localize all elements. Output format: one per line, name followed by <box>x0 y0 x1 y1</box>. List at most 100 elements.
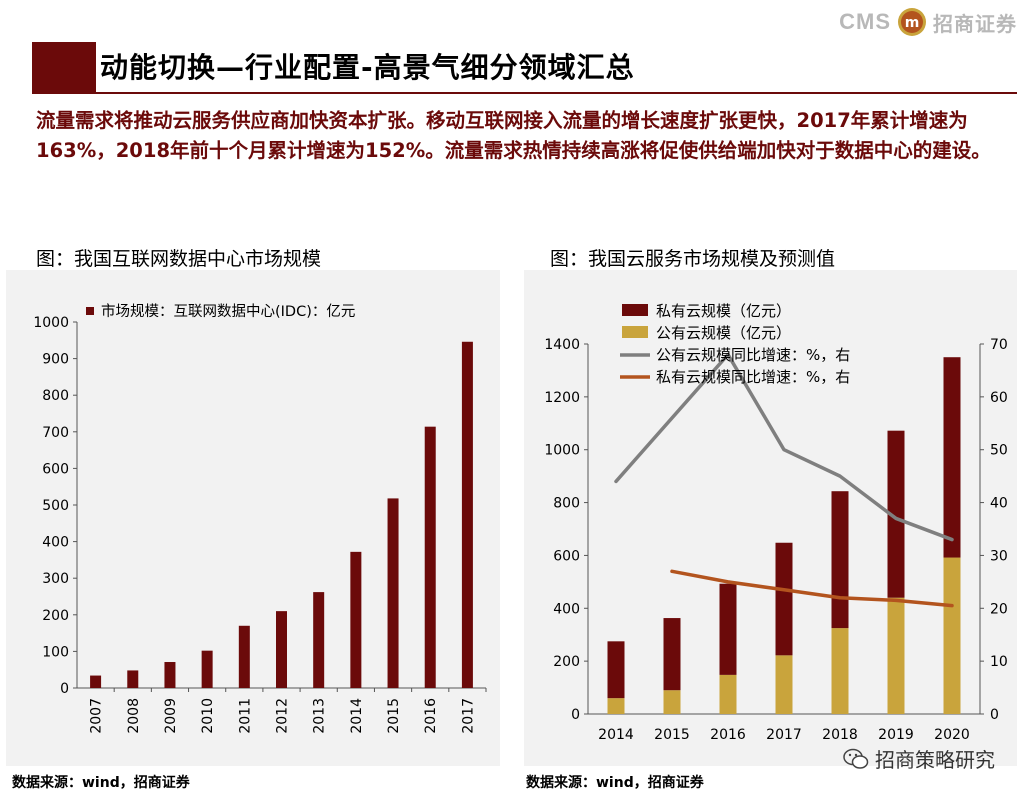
private-cloud-bar-2020 <box>943 357 961 558</box>
x-tick-label: 2017 <box>460 698 476 734</box>
idc-bar-2009 <box>164 662 176 688</box>
x-tick-label: 2015 <box>386 698 402 734</box>
left-chart-title: 图：我国互联网数据中心市场规模 <box>36 248 322 270</box>
public-cloud-bar-2017 <box>775 655 793 714</box>
idc-bar-2010 <box>201 650 213 688</box>
y-tick-label: 1200 <box>544 390 580 406</box>
private-cloud-bar-2018 <box>831 491 849 629</box>
idc-bar-2008 <box>127 670 139 688</box>
y-tick-label: 600 <box>553 548 580 564</box>
wechat-icon <box>843 748 869 769</box>
y-tick-label: 1000 <box>544 443 580 459</box>
x-tick-label: 2020 <box>934 727 970 743</box>
x-tick-label: 2008 <box>126 698 142 734</box>
public-cloud-bar-2019 <box>887 597 905 714</box>
y-tick-label: 800 <box>42 388 69 404</box>
x-tick-label: 2013 <box>312 698 328 734</box>
cloud-market-chart: 0 200 400 600 800 1000 1200 1400 0 10 20 30 40 50 60 70… <box>544 302 1008 743</box>
y2-tick-label: 60 <box>990 390 1008 406</box>
logo-mark-icon: m <box>898 8 926 36</box>
legend-label-private-line: 私有云规模同比增速：%，右 <box>656 368 850 386</box>
page-title: 动能切换—行业配置-高景气细分领域汇总 <box>100 51 635 84</box>
legend-label-private-bar: 私有云规模（亿元） <box>656 302 791 320</box>
legend-label-idc: 市场规模：互联网数据中心(IDC)：亿元 <box>101 303 355 320</box>
y-tick-label: 400 <box>42 535 69 551</box>
brand-logo: CMS m 招商证券 <box>839 4 1017 40</box>
public-growth-line <box>614 352 954 542</box>
y2-tick-label: 0 <box>990 707 999 723</box>
x-tick-label: 2016 <box>710 727 746 743</box>
legend-swatch-idc <box>86 307 94 315</box>
y2-tick-label: 50 <box>990 443 1008 459</box>
idc-bar-2014 <box>350 551 362 688</box>
private-growth-line <box>670 569 954 608</box>
y-tick-label: 0 <box>60 681 69 697</box>
legend-label-public-bar: 公有云规模（亿元） <box>656 324 791 342</box>
x-tick-label: 2009 <box>163 698 179 734</box>
logo-company-name: 招商证券 <box>933 11 1017 36</box>
y-tick-label: 700 <box>42 425 69 441</box>
y2-tick-label: 40 <box>990 496 1008 512</box>
title-divider <box>96 92 1017 94</box>
y-tick-label: 100 <box>42 644 69 660</box>
x-tick-label: 2016 <box>423 698 439 734</box>
y-tick-label: 300 <box>42 571 69 587</box>
private-cloud-bar-2014 <box>607 641 625 699</box>
logo-mark-letter: m <box>905 15 920 31</box>
y2-tick-label: 10 <box>990 654 1008 670</box>
public-cloud-bar-2020 <box>943 557 961 714</box>
public-cloud-bar-2014 <box>607 698 625 714</box>
intro-paragraph: 流量需求将推动云服务供应商加快资本扩张。移动互联网接入流量的增长速度扩张更快，2… <box>36 109 991 162</box>
x-tick-label: 2017 <box>766 727 802 743</box>
left-chart-source: 数据来源：wind，招商证券 <box>12 775 190 791</box>
y-tick-label: 200 <box>553 654 580 670</box>
left-chart-panel: 0 100 200 300 400 500 600 700 800 900 1000 2007 2008… <box>6 270 500 766</box>
idc-market-chart: 0 100 200 300 400 500 600 700 800 900 1000 2007 2008… <box>33 303 487 734</box>
public-cloud-bar-2018 <box>831 628 849 714</box>
private-cloud-bar-2016 <box>719 583 737 675</box>
private-cloud-bar-2019 <box>887 430 905 598</box>
y-tick-label: 900 <box>42 352 69 368</box>
watermark-text: 招商策略研究 <box>875 748 995 772</box>
legend-label-public-line: 公有云规模同比增速：%，右 <box>656 346 850 364</box>
x-tick-label: 2010 <box>200 698 216 734</box>
wechat-watermark: 招商策略研究 <box>843 744 995 773</box>
y-tick-label: 400 <box>553 601 580 617</box>
right-chart-title: 图：我国云服务市场规模及预测值 <box>550 248 836 270</box>
title-accent-block <box>32 42 96 94</box>
public-cloud-bar-2016 <box>719 674 737 714</box>
y-tick-label: 0 <box>571 707 580 723</box>
x-tick-label: 2014 <box>349 698 365 734</box>
x-tick-label: 2011 <box>237 698 253 734</box>
x-tick-label: 2015 <box>654 727 690 743</box>
x-tick-label: 2012 <box>275 698 291 734</box>
idc-bar-2011 <box>238 625 250 688</box>
y2-tick-label: 20 <box>990 601 1008 617</box>
idc-bar-2013 <box>313 592 325 688</box>
x-tick-label: 2018 <box>822 727 858 743</box>
y2-tick-label: 70 <box>990 337 1008 353</box>
right-chart-panel: 0 200 400 600 800 1000 1200 1400 0 10 20 30 40 50 60 70… <box>524 270 1017 766</box>
legend-swatch-private-bar <box>622 304 648 316</box>
idc-bar-2012 <box>276 611 287 688</box>
logo-text: CMS <box>839 9 891 34</box>
idc-bar-2016 <box>424 426 436 688</box>
x-tick-label: 2007 <box>89 698 105 734</box>
legend-swatch-public-bar <box>622 326 648 338</box>
y2-tick-label: 30 <box>990 548 1008 564</box>
y-tick-label: 1000 <box>33 315 69 331</box>
right-chart-source: 数据来源：wind，招商证券 <box>526 775 704 791</box>
y-tick-label: 800 <box>553 496 580 512</box>
y-tick-label: 600 <box>42 461 69 477</box>
y-tick-label: 1400 <box>544 337 580 353</box>
private-cloud-bar-2017 <box>775 542 793 656</box>
x-tick-label: 2014 <box>598 727 634 743</box>
idc-bar-2017 <box>461 341 473 688</box>
private-cloud-bar-2015 <box>663 618 681 691</box>
x-tick-label: 2019 <box>878 727 914 743</box>
idc-bar-2015 <box>387 498 399 688</box>
public-cloud-bar-2015 <box>663 690 681 714</box>
y-tick-label: 200 <box>42 608 69 624</box>
idc-bar-2007 <box>90 675 102 688</box>
y-tick-label: 500 <box>42 498 69 514</box>
